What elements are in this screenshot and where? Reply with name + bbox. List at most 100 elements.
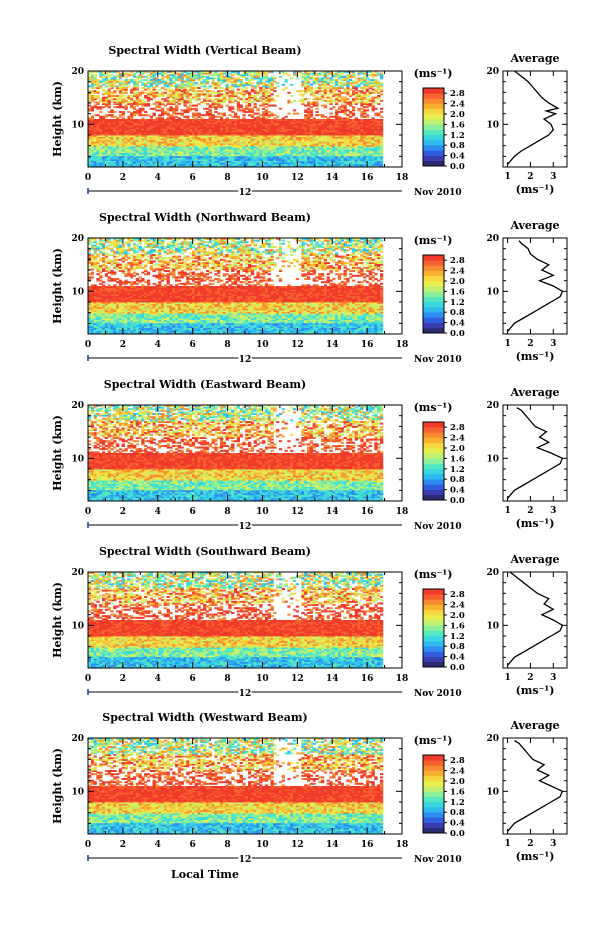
heatmap-cell <box>198 90 201 92</box>
heatmap-cell <box>105 85 108 87</box>
heatmap-cell <box>127 95 130 97</box>
heatmap-cell <box>122 92 125 94</box>
heatmap-cell <box>245 111 248 113</box>
heatmap-cell <box>144 79 147 81</box>
heatmap-cell <box>248 108 251 110</box>
heatmap-cell <box>242 117 245 119</box>
heatmap-cell <box>344 76 347 78</box>
heatmap-cell <box>186 106 189 108</box>
heatmap-cell <box>349 89 352 91</box>
heatmap-cell <box>125 105 128 107</box>
heatmap-cell <box>355 85 358 87</box>
heatmap-cell <box>377 81 380 83</box>
heatmap-cell <box>195 82 198 84</box>
heatmap-cell <box>318 114 321 116</box>
heatmap-cell <box>307 98 310 100</box>
heatmap-cell <box>338 100 341 102</box>
heatmap-cell <box>217 119 220 121</box>
heatmap-cell <box>285 119 288 121</box>
heatmap-cell <box>186 73 189 75</box>
heatmap-cell <box>189 105 192 107</box>
heatmap-cell <box>228 114 231 116</box>
heatmap-cell <box>113 111 116 113</box>
heatmap-cell <box>338 111 341 113</box>
heatmap-cell <box>113 85 116 87</box>
heatmap-cell <box>360 111 363 113</box>
heatmap-cell <box>144 76 147 78</box>
heatmap-cell <box>172 81 175 83</box>
heatmap-cell <box>169 93 172 95</box>
heatmap-cell <box>195 105 198 107</box>
heatmap-cell <box>167 108 170 110</box>
heatmap-cell <box>214 111 217 113</box>
heatmap-cell <box>315 108 318 110</box>
heatmap-cell <box>313 89 316 91</box>
heatmap-cell <box>265 109 268 111</box>
heatmap-cell <box>122 98 125 100</box>
heatmap-cell <box>217 73 220 75</box>
heatmap-cell <box>181 109 184 111</box>
heatmap-cell <box>105 90 108 92</box>
heatmap-cell <box>318 97 321 99</box>
heatmap-cell <box>175 84 178 86</box>
heatmap-cell <box>256 81 259 83</box>
heatmap-cell <box>161 117 164 119</box>
x-tick-label: 4 <box>155 173 161 183</box>
heatmap-cell <box>192 108 195 110</box>
heatmap-cell <box>366 89 369 91</box>
heatmap-cell <box>293 100 296 102</box>
heatmap-cell <box>259 97 262 99</box>
heatmap-cell <box>307 108 310 110</box>
heatmap-cell <box>108 119 111 121</box>
heatmap-cell <box>268 77 271 79</box>
heatmap-cell <box>198 119 201 121</box>
heatmap-cell <box>192 119 195 121</box>
heatmap-cell <box>198 87 201 89</box>
heatmap-cell <box>262 89 265 91</box>
heatmap-cell <box>110 109 113 111</box>
heatmap-cell <box>366 114 369 116</box>
heatmap-cell <box>161 98 164 100</box>
heatmap-cell <box>259 105 262 107</box>
heatmap-cell <box>352 113 355 115</box>
heatmap-cell <box>189 119 192 121</box>
heatmap-cell <box>299 90 302 92</box>
heatmap-cell <box>273 87 276 89</box>
heatmap-cell <box>220 98 223 100</box>
heatmap-cell <box>287 100 290 102</box>
heatmap-cell <box>324 116 327 118</box>
heatmap-cell <box>214 98 217 100</box>
x-tick-label: 18 <box>396 173 409 183</box>
heatmap-cell <box>293 109 296 111</box>
heatmap-cell <box>251 74 254 76</box>
heatmap-cell <box>324 97 327 99</box>
heatmap-cell <box>150 108 153 110</box>
heatmap-cell <box>242 108 245 110</box>
heatmap-cell <box>223 119 226 121</box>
heatmap-cell <box>296 90 299 92</box>
heatmap-cell <box>360 90 363 92</box>
heatmap-cell <box>349 93 352 95</box>
heatmap-cell <box>228 119 231 121</box>
heatmap-cell <box>228 85 231 87</box>
heatmap-cell <box>380 116 383 118</box>
heatmap-cell <box>318 77 321 79</box>
heatmap-cell <box>372 92 375 94</box>
heatmap-cell <box>96 119 99 121</box>
heatmap-cell <box>329 116 332 118</box>
heatmap-cell <box>206 87 209 89</box>
heatmap-cell <box>167 113 170 115</box>
heatmap-cell <box>256 98 259 100</box>
heatmap-cell <box>372 89 375 91</box>
heatmap-cell <box>234 77 237 79</box>
heatmap-cell <box>290 84 293 86</box>
heatmap-cell <box>203 108 206 110</box>
heatmap-cell <box>158 114 161 116</box>
heatmap-cell <box>94 90 97 92</box>
heatmap-cell <box>327 81 330 83</box>
heatmap-cell <box>327 97 330 99</box>
heatmap-cell <box>175 76 178 78</box>
heatmap-cell <box>110 119 113 121</box>
heatmap-cell <box>150 79 153 81</box>
heatmap-cell <box>318 84 321 86</box>
